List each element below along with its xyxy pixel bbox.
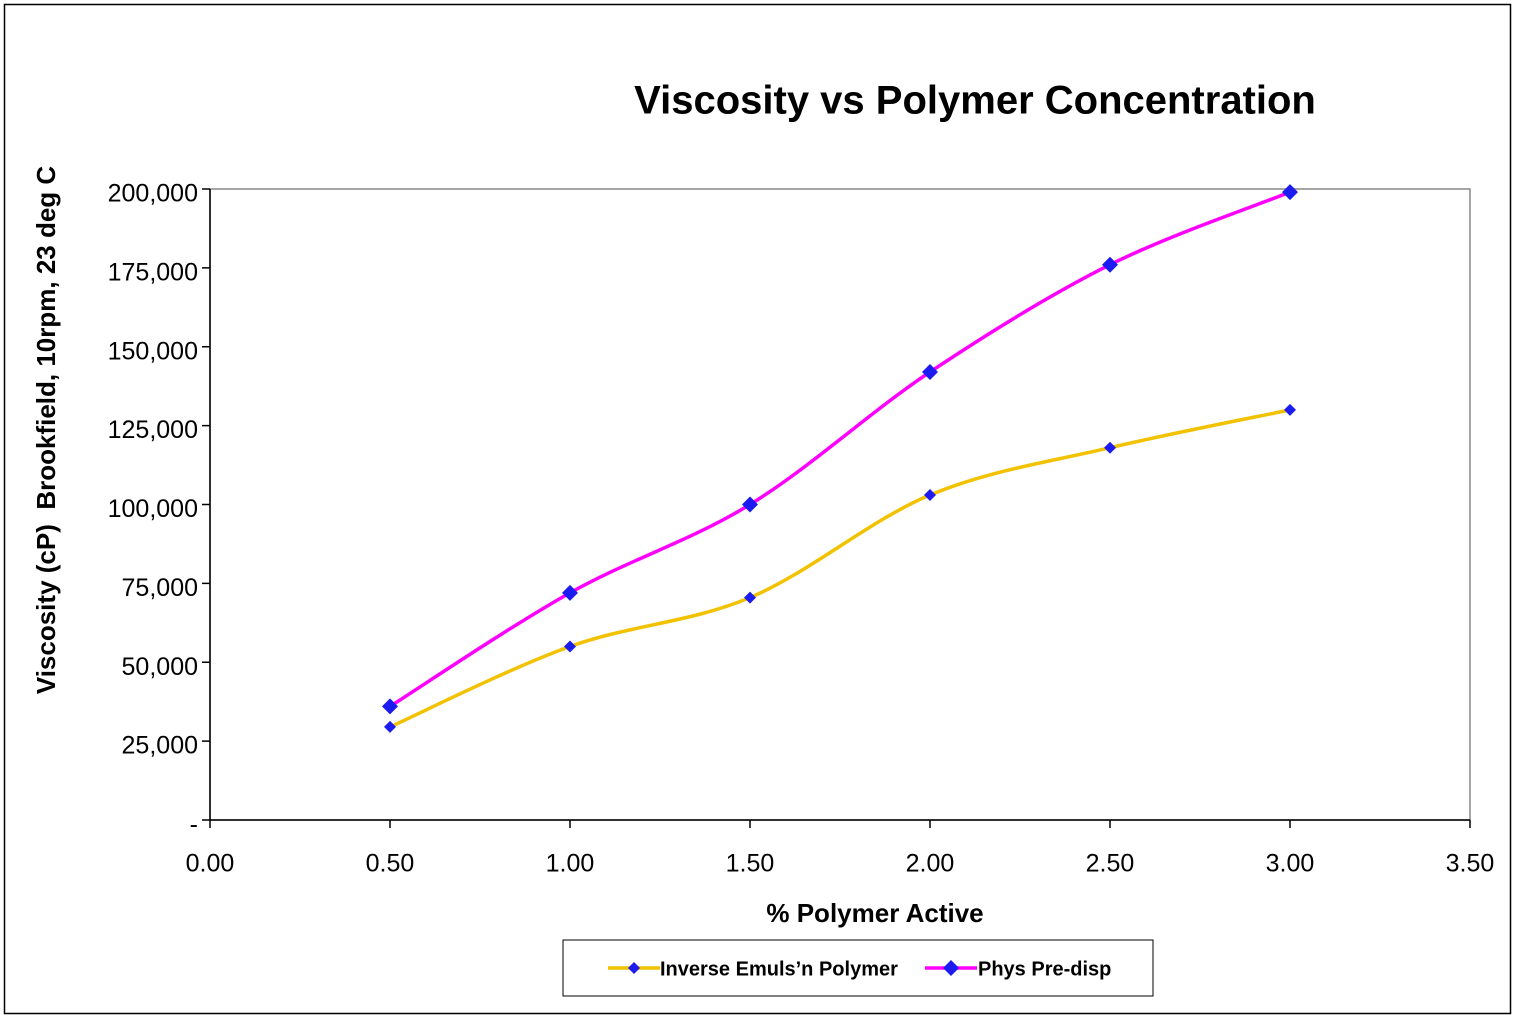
y-tick-label: 25,000	[122, 732, 198, 760]
y-tick-label: 100,000	[108, 495, 198, 523]
data-point	[562, 584, 578, 601]
x-axis-label: % Polymer Active	[766, 898, 983, 928]
y-tick-label: 150,000	[108, 337, 198, 365]
y-tick-label: 200,000	[108, 180, 198, 208]
data-point	[382, 698, 398, 715]
x-tick-label: 0.00	[186, 850, 235, 878]
series-line	[389, 408, 1291, 729]
chart-title: Viscosity vs Polymer Concentration	[634, 79, 1316, 123]
data-point	[384, 720, 396, 733]
legend-marker	[628, 962, 640, 974]
data-point	[564, 640, 576, 653]
plot-area	[209, 188, 1471, 821]
y-tick-label: 175,000	[108, 258, 198, 286]
x-tick-label: 3.00	[1266, 850, 1315, 878]
data-point	[924, 489, 936, 502]
legend-label: Inverse Emuls’n Polymer	[660, 958, 898, 980]
y-tick-label: 50,000	[122, 653, 198, 681]
data-point	[922, 363, 938, 380]
x-tick-label: 1.50	[726, 850, 775, 878]
series-line	[389, 190, 1291, 708]
x-tick-label: 0.50	[366, 850, 415, 878]
data-point	[1104, 441, 1116, 454]
y-tick-label: 75,000	[122, 574, 198, 602]
data-point	[742, 496, 758, 513]
legend-label: Phys Pre-disp	[978, 958, 1111, 980]
x-tick-label: 2.00	[906, 850, 955, 878]
data-point	[744, 591, 756, 604]
data-point	[1282, 184, 1298, 201]
legend-box	[562, 939, 1154, 997]
x-tick-label: 3.50	[1446, 850, 1495, 878]
legend-marker	[943, 960, 959, 976]
data-point	[1284, 403, 1296, 416]
x-tick-label: 2.50	[1086, 850, 1135, 878]
y-tick-label: -	[190, 811, 198, 839]
y-tick-label: 125,000	[108, 416, 198, 444]
data-point	[1102, 256, 1118, 273]
x-tick-label: 1.00	[546, 850, 595, 878]
y-axis-label: Viscosity (cP) Brookfield, 10rpm, 23 deg…	[31, 166, 61, 695]
